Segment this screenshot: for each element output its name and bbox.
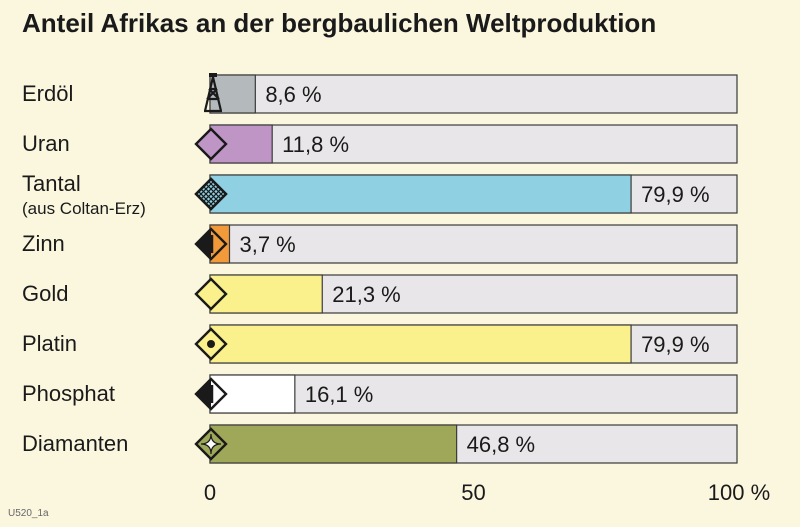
bar-row: 8,6 % [203, 73, 738, 114]
data-label: 21,3 % [332, 282, 401, 307]
gold-diamond-icon [194, 277, 228, 311]
bar-row: 46,8 % [194, 424, 738, 464]
category-label: Diamanten [22, 431, 129, 456]
category-label: Gold [22, 281, 69, 306]
category-note: (aus Coltan-Erz) [22, 199, 146, 218]
data-label: 46,8 % [467, 432, 536, 457]
category-label: Zinn [22, 231, 65, 256]
category-label: Erdöl [22, 81, 74, 106]
platinum-diamond-icon [194, 327, 228, 361]
bar-track [209, 224, 738, 264]
bar-row: 79,9 % [194, 324, 738, 364]
x-tick-label: 50 [461, 480, 485, 505]
bar [209, 174, 632, 214]
data-label: 3,7 % [239, 232, 295, 257]
oil-derrick-icon [203, 73, 223, 113]
category-label: Phosphat [22, 381, 115, 406]
bar-track [209, 124, 738, 164]
bar-row: 3,7 % [194, 224, 738, 264]
data-label: 79,9 % [641, 332, 710, 357]
category-label: Platin [22, 331, 78, 356]
bar-row: 21,3 % [194, 274, 738, 314]
bar [209, 274, 323, 314]
data-label: 16,1 % [305, 382, 374, 407]
data-label: 79,9 % [641, 182, 710, 207]
category-label: Uran [22, 131, 70, 156]
bar [209, 324, 632, 364]
bar [209, 424, 458, 464]
bar-row: 79,9 % [194, 174, 738, 214]
data-label: 11,8 % [282, 132, 349, 157]
x-tick-label: 0 [204, 480, 216, 505]
category-label: Tantal [22, 171, 81, 196]
bar-row: 11,8 % [194, 124, 738, 164]
bar-row: 16,1 % [194, 374, 738, 414]
uranium-diamond-icon [194, 127, 228, 161]
bar-track [209, 74, 738, 114]
bar-track [209, 374, 738, 414]
phosphate-diamond-icon [194, 377, 228, 411]
chart-title: Anteil Afrikas an der bergbaulichen Welt… [22, 8, 657, 38]
data-label: 8,6 % [265, 82, 321, 107]
image-code: U520_1a [8, 508, 49, 519]
tin-diamond-icon [194, 227, 228, 261]
diamond-sparkle-icon [194, 427, 228, 461]
x-tick-label: 100 % [708, 480, 770, 505]
